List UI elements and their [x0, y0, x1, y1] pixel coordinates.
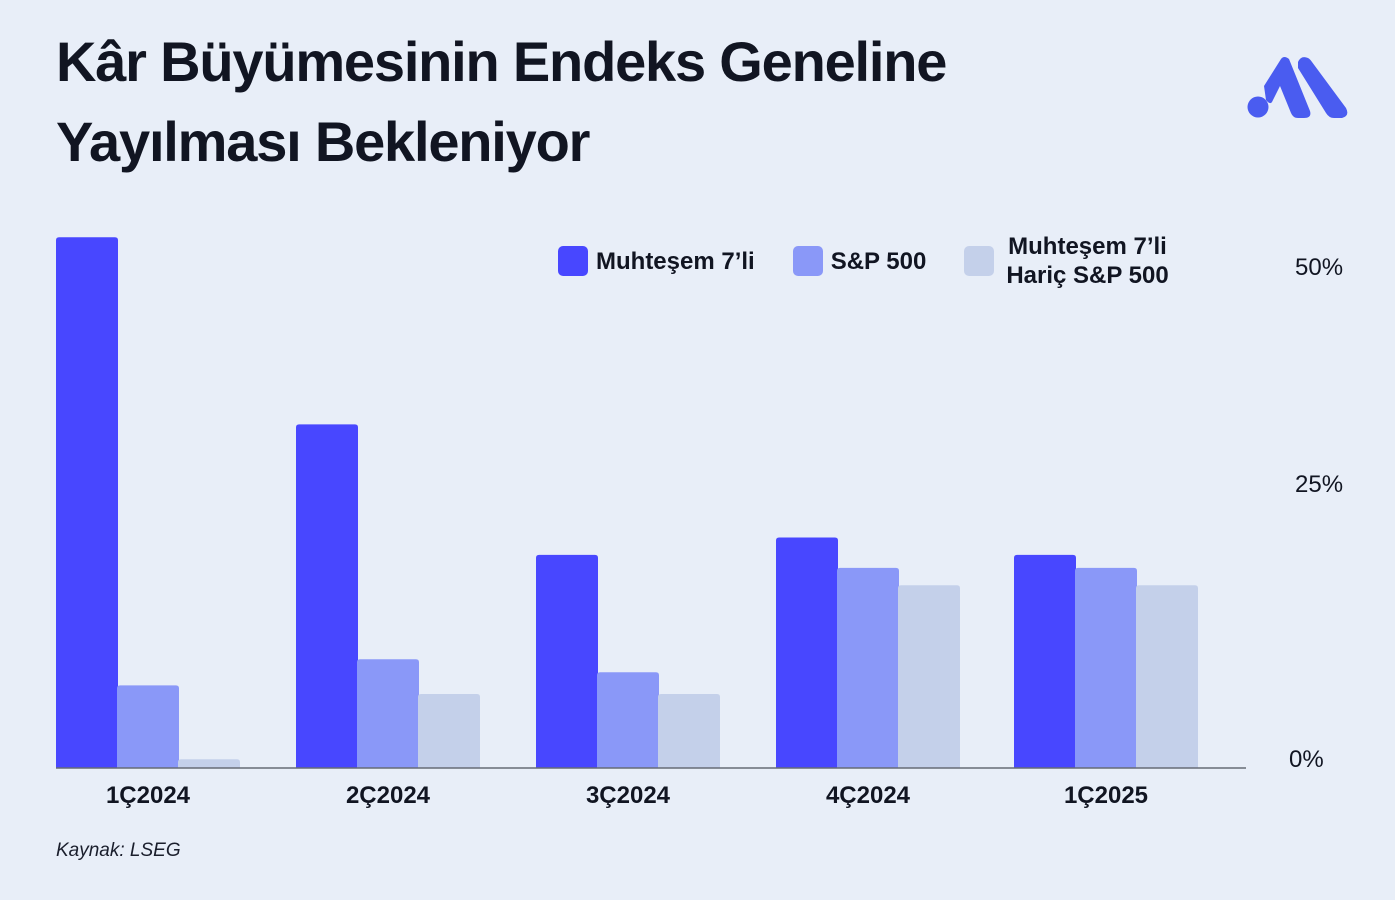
brand-logo-icon [1247, 57, 1348, 118]
legend-swatch [558, 246, 588, 276]
legend-item-series-1: Muhteşem 7’li [558, 246, 755, 276]
legend-label: Muhteşem 7’li Hariç S&P 500 [1006, 233, 1169, 289]
x-tick-label: 4Ç2024 [826, 782, 911, 809]
bar-series-2-cat-4 [837, 567, 899, 768]
bar-series-3-cat-2 [418, 694, 480, 768]
legend-swatch [964, 246, 995, 276]
legend-item-series-2: S&P 500 [792, 246, 927, 276]
x-tick-label: 3Ç2024 [586, 782, 671, 809]
bar-series-1-cat-4 [776, 537, 838, 768]
bar-series-2-cat-3 [597, 672, 659, 768]
bar-series-3-cat-5 [1136, 585, 1198, 768]
bar-series-3-cat-3 [658, 694, 720, 768]
bar-series-3-cat-1 [178, 759, 240, 768]
bar-series-1-cat-3 [536, 554, 598, 768]
bar-series-2-cat-5 [1075, 567, 1137, 768]
x-tick-label: 2Ç2024 [346, 782, 431, 809]
bar-series-1-cat-1 [56, 237, 118, 769]
legend-swatch [792, 246, 823, 276]
legend-label: S&P 500 [830, 247, 927, 275]
y-tick-label: 0% [1289, 746, 1324, 773]
legend-label: Muhteşem 7’li [596, 247, 755, 275]
bar-series-1-cat-2 [296, 424, 358, 768]
x-tick-label: 1Ç2025 [1064, 782, 1148, 809]
y-tick-label: 50% [1295, 254, 1343, 281]
legend-item-series-3: Muhteşem 7’li Hariç S&P 500 [964, 232, 1169, 290]
chart-title: Kâr Büyümesinin Endeks Geneline Yayılmas… [56, 30, 947, 173]
bar-series-3-cat-4 [898, 585, 960, 768]
source-note: Kaynak: LSEG [56, 840, 181, 861]
y-tick-label: 25% [1295, 471, 1343, 498]
x-tick-label: 1Ç2024 [106, 782, 191, 809]
bar-series-2-cat-2 [357, 659, 419, 768]
bar-series-1-cat-5 [1014, 554, 1076, 768]
chart-legend: Muhteşem 7’li S&P 500 Muhteşem 7’li Hari… [558, 232, 1169, 290]
bar-series-2-cat-1 [117, 685, 179, 768]
